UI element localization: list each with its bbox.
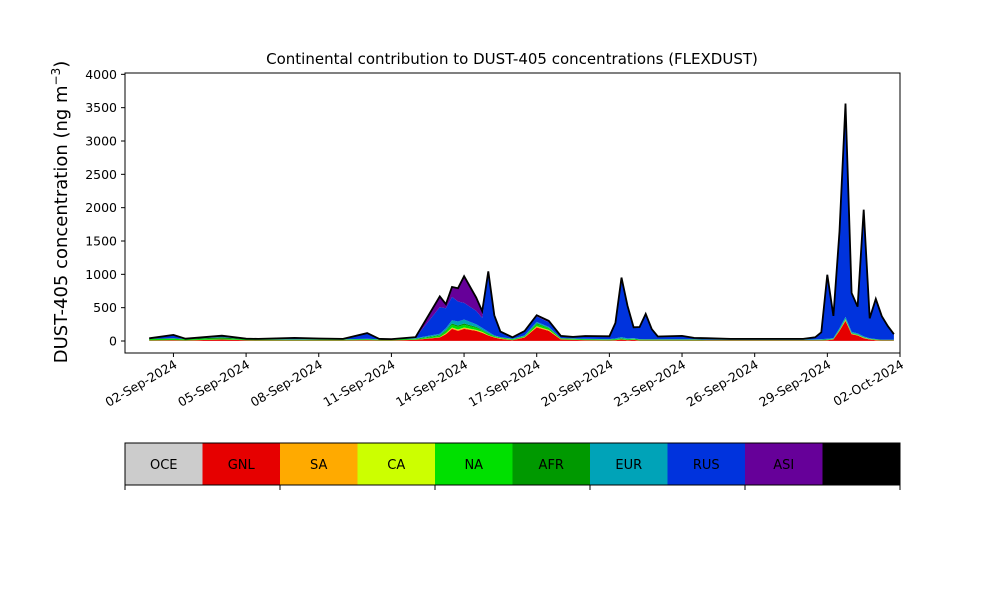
colorbar-legend: OCE GNL SA CA NA AFR EUR RUS ASI AUS xyxy=(124,442,901,490)
y-tick-label: 1000 xyxy=(85,267,117,282)
y-tick-label: 4000 xyxy=(85,67,117,82)
y-tick-label: 2500 xyxy=(85,167,117,182)
y-tick-label: 3000 xyxy=(85,134,117,149)
legend-label: AFR xyxy=(539,458,564,473)
chart-title: Continental contribution to DUST-405 con… xyxy=(266,50,758,68)
y-axis-label-exponent: −3 xyxy=(49,68,63,86)
legend-swatch-sa xyxy=(280,443,358,485)
y-tick-label: 500 xyxy=(93,300,117,315)
legend-swatch-ca xyxy=(357,443,435,485)
legend-swatch-asi xyxy=(745,443,823,485)
legend-frame xyxy=(124,442,901,486)
area-series-eur xyxy=(149,316,894,340)
y-axis: 0 500 1000 1500 2000 2500 3000 3500 4000 xyxy=(85,67,125,349)
legend-label: GNL xyxy=(228,458,256,473)
legend-swatch-eur xyxy=(590,443,668,485)
plot-frame xyxy=(124,72,901,354)
plot-area xyxy=(124,72,901,354)
legend-label: AUS xyxy=(848,458,875,473)
legend-swatch-afr xyxy=(512,443,590,485)
legend-swatch-oce xyxy=(125,443,203,485)
legend-label: EUR xyxy=(615,458,642,473)
legend-label: OCE xyxy=(150,458,178,473)
legend-swatch-rus xyxy=(667,443,745,485)
y-tick-label: 1500 xyxy=(85,234,117,249)
y-axis-label: DUST-405 concentration (ng m−3) xyxy=(49,61,72,364)
y-axis-label-close: ) xyxy=(51,61,72,68)
total-outline xyxy=(149,103,895,341)
legend-label: RUS xyxy=(693,458,720,473)
legend-swatch-aus xyxy=(822,443,900,485)
legend-label: CA xyxy=(387,458,405,473)
legend-label: SA xyxy=(310,458,327,473)
legend-label: NA xyxy=(464,458,483,473)
legend-label: ASI xyxy=(773,458,794,473)
legend-swatch-gnl xyxy=(202,443,280,485)
y-axis-label-main: DUST-405 concentration (ng m xyxy=(51,85,72,363)
y-tick-label: 2000 xyxy=(85,200,117,215)
legend-swatch-na xyxy=(435,443,513,485)
area-series-afr xyxy=(149,318,894,341)
stacked-areas xyxy=(149,103,894,341)
y-tick-label: 0 xyxy=(109,334,117,349)
y-tick-label: 3500 xyxy=(85,100,117,115)
